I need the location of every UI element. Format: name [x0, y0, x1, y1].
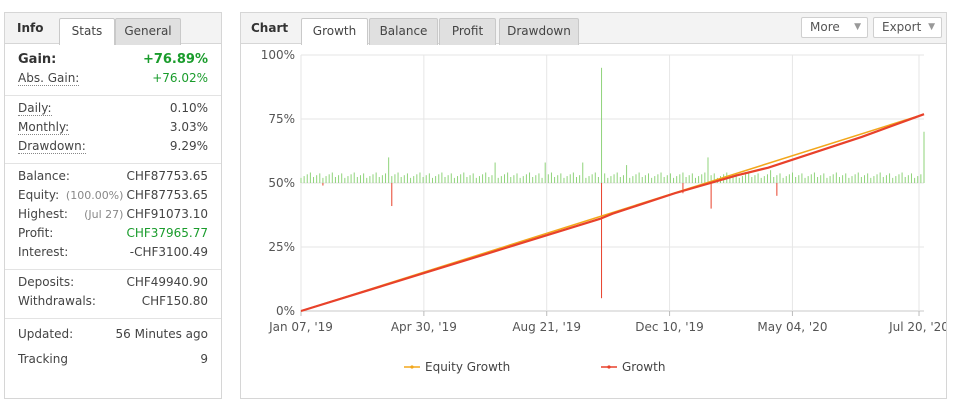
legend-marker	[607, 365, 611, 369]
chart-tabbar: Chart Growth Balance Profit Drawdown Mor…	[241, 13, 946, 45]
x-tick-label: Jan 07, '19	[268, 320, 333, 334]
balance-row: Balance: CHF87753.65	[18, 169, 208, 188]
deposits-label: Deposits:	[18, 275, 75, 289]
gain-section: Gain: +76.89% Abs. Gain: +76.02%	[5, 45, 221, 96]
withdrawals-row: Withdrawals: CHF150.80	[18, 294, 208, 313]
interest-value: -CHF3100.49	[129, 245, 208, 259]
interest-row: Interest: -CHF3100.49	[18, 245, 208, 264]
tab-balance[interactable]: Balance	[369, 18, 438, 45]
stats-list: Gain: +76.89% Abs. Gain: +76.02% Daily: …	[5, 45, 221, 376]
daily-bars	[300, 67, 925, 299]
export-label: Export	[882, 20, 922, 34]
tab-general[interactable]: General	[115, 18, 181, 45]
legend-marker	[410, 365, 414, 369]
balance-section: Balance: CHF87753.65 Equity: (100.00%) CH…	[5, 164, 221, 270]
chevron-down-icon: ▼	[928, 22, 935, 32]
equity-note: (100.00%)	[65, 189, 124, 202]
deposits-row: Deposits: CHF49940.90	[18, 275, 208, 294]
abs-gain-value: +76.02%	[152, 71, 208, 85]
highest-value-wrap: (Jul 27) CHF91073.10	[84, 207, 208, 221]
tracking-value: 9	[200, 352, 208, 366]
y-tick-label: 25%	[268, 240, 295, 254]
highest-row: Highest: (Jul 27) CHF91073.10	[18, 207, 208, 226]
info-panel: Info Stats General Gain: +76.89% Abs. Ga…	[4, 12, 222, 399]
profit-label: Profit:	[18, 226, 54, 240]
export-button[interactable]: Export ▼	[873, 17, 942, 38]
rates-section: Daily: 0.10% Monthly: 3.03% Drawdown: 9.…	[5, 96, 221, 164]
balance-value: CHF87753.65	[126, 169, 208, 183]
highest-note: (Jul 27)	[84, 208, 124, 221]
updated-row: Updated: 56 Minutes ago	[18, 327, 208, 346]
withdrawals-label: Withdrawals:	[18, 294, 96, 308]
withdrawals-value: CHF150.80	[141, 294, 208, 308]
tracking-label: Tracking	[18, 352, 68, 366]
profit-row: Profit: CHF37965.77	[18, 226, 208, 245]
info-tabbar: Info Stats General	[5, 13, 221, 45]
tab-drawdown[interactable]: Drawdown	[499, 18, 579, 45]
chevron-down-icon: ▼	[854, 22, 861, 32]
balance-label: Balance:	[18, 169, 70, 183]
chart-legend: Equity Growth Growth	[404, 360, 665, 374]
legend-label: Equity Growth	[425, 360, 510, 374]
updated-value: 56 Minutes ago	[115, 327, 208, 341]
x-tick-label: May 04, '20	[757, 320, 827, 334]
more-label: More	[810, 20, 840, 34]
interest-label: Interest:	[18, 245, 69, 259]
highest-value: CHF91073.10	[126, 207, 208, 221]
x-tick-label: Dec 10, '19	[635, 320, 704, 334]
gain-value: +76.89%	[142, 52, 208, 67]
equity-value: CHF87753.65	[126, 188, 208, 202]
drawdown-label[interactable]: Drawdown:	[18, 139, 86, 154]
growth-line	[300, 113, 925, 313]
daily-value: 0.10%	[169, 101, 208, 115]
tab-stats[interactable]: Stats	[59, 18, 115, 45]
daily-label[interactable]: Daily:	[18, 101, 52, 116]
chart-grid	[300, 54, 924, 316]
y-tick-label: 100%	[261, 48, 295, 62]
x-tick-label: Aug 21, '19	[512, 320, 581, 334]
daily-row: Daily: 0.10%	[18, 101, 208, 120]
chart-lines	[300, 113, 925, 313]
chart-panel: Chart Growth Balance Profit Drawdown Mor…	[240, 12, 947, 399]
equity-row: Equity: (100.00%) CHF87753.65	[18, 188, 208, 207]
tab-growth[interactable]: Growth	[301, 18, 368, 45]
monthly-label[interactable]: Monthly:	[18, 120, 70, 135]
monthly-value: 3.03%	[169, 120, 208, 134]
updated-label: Updated:	[18, 327, 74, 341]
highest-label: Highest:	[18, 207, 68, 221]
x-tick-label: Apr 30, '19	[391, 320, 457, 334]
deposits-value: CHF49940.90	[126, 275, 208, 289]
x-axis-ticks: Jan 07, '19 Apr 30, '19 Aug 21, '19 Dec 10,…	[268, 320, 946, 334]
drawdown-row: Drawdown: 9.29%	[18, 139, 208, 158]
abs-gain-row: Abs. Gain: +76.02%	[18, 71, 208, 90]
chart-panel-title: Chart	[251, 21, 289, 35]
info-panel-title: Info	[17, 21, 44, 35]
more-button[interactable]: More ▼	[801, 17, 868, 38]
tab-profit[interactable]: Profit	[439, 18, 496, 45]
y-tick-label: 0%	[276, 304, 295, 318]
profit-value: CHF37965.77	[126, 226, 208, 240]
y-tick-label: 50%	[268, 176, 295, 190]
x-tick-label: Jul 20, '20	[888, 320, 946, 334]
gain-row: Gain: +76.89%	[18, 52, 208, 71]
updated-section: Updated: 56 Minutes ago Tracking 9	[5, 319, 221, 376]
equity-value-wrap: (100.00%) CHF87753.65	[66, 188, 208, 202]
growth-chart[interactable]: 0% 25% 50% 75% 100% Jan 07, '19 Apr 30, '19 Au…	[241, 45, 946, 399]
y-tick-label: 75%	[268, 112, 295, 126]
monthly-row: Monthly: 3.03%	[18, 120, 208, 139]
drawdown-value: 9.29%	[169, 139, 208, 153]
equity-label: Equity:	[18, 188, 60, 202]
tracking-row: Tracking 9	[18, 352, 208, 371]
deposits-section: Deposits: CHF49940.90 Withdrawals: CHF15…	[5, 270, 221, 319]
legend-label: Growth	[622, 360, 665, 374]
y-axis-ticks: 0% 25% 50% 75% 100%	[261, 48, 295, 318]
gain-label: Gain:	[18, 52, 57, 67]
abs-gain-label[interactable]: Abs. Gain:	[18, 71, 80, 86]
